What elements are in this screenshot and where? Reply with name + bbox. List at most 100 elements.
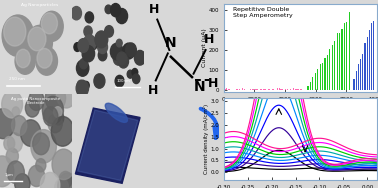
Bar [239, 89, 240, 90]
Circle shape [111, 4, 121, 17]
Bar [293, 88, 294, 90]
Circle shape [20, 120, 41, 146]
Circle shape [25, 99, 39, 117]
Circle shape [36, 47, 57, 75]
Circle shape [0, 156, 14, 187]
Circle shape [127, 70, 133, 78]
Circle shape [105, 5, 112, 14]
Circle shape [98, 50, 107, 61]
Circle shape [28, 165, 45, 186]
Bar [269, 89, 270, 90]
Bar [300, 89, 301, 90]
Circle shape [40, 172, 60, 188]
Circle shape [53, 111, 64, 125]
Bar [314, 73, 316, 90]
Circle shape [84, 35, 96, 51]
Text: 1μm: 1μm [4, 173, 13, 177]
Bar [336, 33, 338, 90]
Bar [228, 89, 229, 90]
Circle shape [33, 133, 50, 155]
Bar [296, 89, 297, 90]
Ellipse shape [105, 103, 127, 122]
Y-axis label: Current density (mA/cm²): Current density (mA/cm²) [203, 104, 209, 174]
Circle shape [76, 80, 88, 96]
Bar [242, 88, 243, 90]
Bar [229, 89, 231, 90]
Circle shape [7, 161, 24, 183]
Circle shape [83, 81, 89, 89]
Circle shape [2, 15, 34, 56]
Bar [329, 49, 330, 90]
Bar [317, 69, 318, 90]
Bar [277, 88, 279, 90]
Text: Ag Nanoparticles: Ag Nanoparticles [21, 3, 58, 7]
Circle shape [84, 26, 92, 37]
Circle shape [55, 178, 68, 188]
Circle shape [43, 107, 58, 126]
Bar [298, 89, 299, 90]
Bar [341, 29, 342, 90]
Bar [312, 77, 313, 90]
Polygon shape [77, 110, 138, 180]
Circle shape [126, 43, 136, 57]
Circle shape [51, 117, 74, 146]
Circle shape [133, 74, 140, 83]
Bar [225, 89, 226, 90]
Bar [301, 89, 302, 90]
Bar [349, 12, 350, 90]
Circle shape [15, 174, 30, 188]
Bar [353, 79, 355, 90]
Circle shape [48, 114, 62, 133]
Circle shape [95, 31, 108, 48]
Circle shape [123, 47, 130, 57]
Text: H: H [208, 77, 218, 90]
Bar [253, 89, 254, 90]
Bar [369, 30, 370, 90]
Bar [268, 89, 269, 90]
Text: Repetitive Double
Step Amperometry: Repetitive Double Step Amperometry [233, 7, 293, 18]
Circle shape [45, 85, 66, 111]
Bar [339, 33, 340, 90]
Bar [344, 23, 345, 90]
Circle shape [85, 12, 93, 23]
Circle shape [42, 96, 64, 124]
Circle shape [11, 116, 27, 136]
Circle shape [132, 68, 138, 76]
Circle shape [82, 45, 94, 62]
Text: N: N [165, 36, 177, 50]
Circle shape [16, 49, 30, 68]
Circle shape [113, 52, 124, 65]
X-axis label: Time (s): Time (s) [288, 103, 313, 108]
Bar [256, 89, 257, 90]
Circle shape [77, 80, 84, 89]
Circle shape [26, 25, 53, 59]
Bar [282, 89, 283, 90]
Circle shape [118, 55, 129, 68]
Bar [245, 89, 246, 90]
Bar [255, 89, 256, 90]
Circle shape [31, 130, 56, 163]
Bar [307, 86, 308, 90]
Bar [280, 89, 281, 90]
Circle shape [105, 26, 113, 37]
Circle shape [81, 39, 88, 49]
Bar [287, 89, 288, 90]
Circle shape [58, 173, 77, 188]
Circle shape [110, 43, 123, 60]
Bar [334, 41, 335, 90]
Circle shape [36, 159, 46, 172]
Circle shape [122, 43, 135, 59]
Bar [327, 55, 328, 90]
Circle shape [15, 48, 35, 74]
Circle shape [94, 74, 105, 88]
Circle shape [116, 8, 128, 24]
Circle shape [0, 108, 15, 139]
Circle shape [52, 149, 75, 180]
Circle shape [54, 107, 62, 118]
Bar [355, 71, 357, 90]
Bar [250, 89, 251, 90]
Y-axis label: Current (μA): Current (μA) [202, 29, 207, 67]
Bar [310, 82, 311, 90]
Bar [360, 59, 361, 90]
Circle shape [116, 39, 122, 47]
